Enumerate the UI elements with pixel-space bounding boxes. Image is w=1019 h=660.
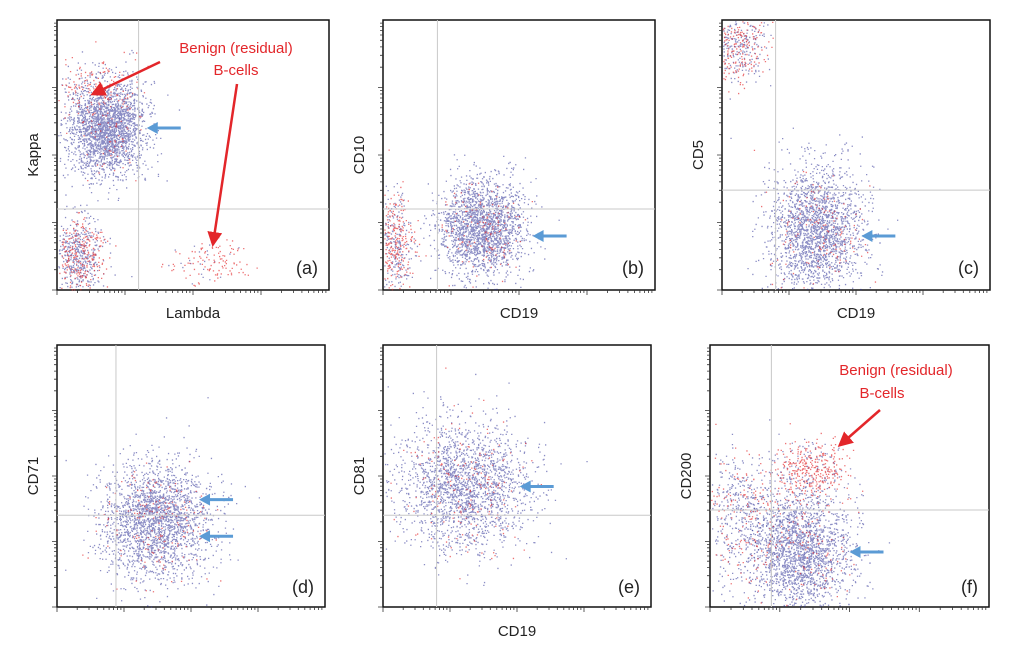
panel-c-cluster-0-secondary-events	[753, 149, 877, 289]
panel-c-frame	[721, 19, 991, 291]
panel-b-cluster-0-primary-events	[420, 154, 560, 291]
panel-f-label: (f)	[961, 577, 978, 597]
panel-e-arrows	[519, 480, 554, 493]
panel-f-cluster-1-primary-events	[776, 438, 861, 507]
panel-a-tick-marks	[52, 22, 327, 295]
panel-f-cluster-0-secondary-events	[738, 442, 864, 607]
panel-a-ylabel: Kappa	[25, 133, 42, 177]
panel-f-arrows	[849, 545, 884, 558]
panel-a-cluster-0-primary-events	[58, 49, 181, 206]
panel-f: CD200 (f) Benign (residual) B-cells	[678, 344, 990, 612]
panel-a-annotation-arrow-1	[90, 60, 161, 96]
panel-a-ticks	[52, 22, 327, 295]
panel-f-cluster-1-secondary-events	[754, 423, 855, 513]
panel-c-xlabel: CD19	[837, 305, 875, 322]
panel-a: Lambda Kappa (a) Benign (residual) B-cel…	[25, 19, 330, 322]
panel-c-cluster-1-primary-events	[723, 21, 772, 140]
panel-d: CD71 (d)	[25, 344, 326, 612]
panel-a-annotation-line-1: Benign (residual)	[179, 40, 292, 57]
panel-b-arrows	[532, 230, 567, 242]
panel-a-cluster-1-secondary-events	[59, 212, 117, 291]
panel-b: CD19 CD10 (b)	[351, 19, 656, 322]
panel-c: CD19 CD5 (c)	[690, 19, 991, 322]
panel-f-annotation-line-1: Benign (residual)	[839, 362, 952, 379]
panel-a-callout-arrow-0	[146, 122, 181, 134]
panel-d-ylabel: CD71	[25, 457, 42, 495]
panel-e-xlabel: CD19	[498, 623, 536, 640]
panel-d-callout-arrow-0	[199, 493, 234, 506]
panel-d-points	[65, 397, 260, 608]
panel-b-cluster-1-secondary-events	[384, 149, 427, 291]
panel-b-gate	[383, 20, 655, 290]
panel-c-tick-marks	[717, 22, 988, 295]
panel-c-ticks	[717, 22, 988, 295]
panel-c-cluster-1-secondary-events	[722, 21, 774, 95]
panel-c-arrows	[861, 230, 896, 242]
panel-f-tick-marks	[705, 347, 987, 612]
panel-e-callout-arrow-0	[519, 480, 554, 493]
panel-c-gate	[722, 20, 990, 290]
panel-e: CD19 CD81 (e)	[351, 344, 652, 640]
panel-f-annotation-line-2: B-cells	[859, 385, 904, 402]
panel-a-cluster-1-primary-events	[58, 204, 133, 289]
panel-d-frame	[56, 344, 326, 608]
panel-e-callout-arrow-head-0	[519, 480, 531, 493]
panel-d-gate	[57, 345, 325, 607]
panel-f-ticks	[705, 347, 987, 612]
panel-b-tick-marks	[378, 22, 653, 295]
panel-e-cluster-0-primary-events	[384, 373, 588, 586]
panel-c-label: (c)	[958, 258, 979, 278]
panel-a-label: (a)	[296, 258, 318, 278]
panel-e-points	[384, 367, 588, 586]
panel-b-points	[384, 149, 560, 291]
panel-e-frame	[382, 344, 652, 608]
panel-c-callout-arrow-0	[861, 230, 896, 242]
panel-c-callout-arrow-head-0	[861, 230, 873, 242]
panel-a-arrows	[146, 122, 181, 134]
panel-e-gate	[383, 345, 651, 607]
panel-f-ylabel: CD200	[678, 453, 695, 500]
panel-c-ylabel: CD5	[690, 140, 707, 170]
panel-a-callout-arrow-head-0	[146, 122, 158, 134]
panel-b-callout-arrow-0	[532, 230, 567, 242]
panel-a-points	[58, 41, 258, 291]
panel-a-gate	[57, 20, 329, 290]
panel-b-label: (b)	[622, 258, 644, 278]
panel-f-callout-arrow-0	[849, 545, 884, 558]
panel-a-xlabel: Lambda	[166, 305, 221, 322]
panel-d-ticks	[52, 347, 323, 612]
panel-d-label: (d)	[292, 577, 314, 597]
panel-d-cluster-0-secondary-events	[82, 460, 222, 593]
panel-a-annotation-arrow-2	[207, 83, 239, 247]
panel-b-callout-arrow-head-0	[532, 230, 544, 242]
panel-b-ylabel: CD10	[351, 136, 368, 174]
panel-f-gate	[710, 345, 989, 607]
panel-f-points	[711, 419, 891, 608]
panel-b-ticks	[378, 22, 653, 295]
panel-d-callout-arrow-head-0	[199, 493, 211, 506]
panel-d-cluster-0-primary-events	[65, 397, 260, 608]
panel-c-points	[722, 21, 899, 291]
panel-d-arrows	[199, 493, 234, 543]
panel-b-xlabel: CD19	[500, 305, 538, 322]
panel-d-tick-marks	[52, 347, 323, 612]
panel-f-callout-arrow-head-0	[849, 545, 861, 558]
panel-a-cluster-3-primary-events	[168, 244, 240, 285]
panel-a-cluster-3-secondary-events	[161, 236, 258, 287]
panel-e-ylabel: CD81	[351, 457, 368, 495]
panel-b-frame	[382, 19, 656, 291]
panel-a-annotation-line-2: B-cells	[213, 62, 258, 79]
panel-e-cluster-0-secondary-events	[390, 367, 542, 580]
panel-e-label: (e)	[618, 577, 640, 597]
panel-e-ticks	[378, 347, 649, 612]
panel-d-callout-arrow-1	[199, 530, 234, 543]
panel-b-cluster-1-primary-events	[384, 183, 419, 288]
panel-f-annotation-arrow	[837, 409, 881, 447]
panel-d-callout-arrow-head-1	[199, 530, 211, 543]
panel-e-tick-marks	[378, 347, 649, 612]
panel-f-cluster-0-primary-events	[723, 460, 891, 608]
